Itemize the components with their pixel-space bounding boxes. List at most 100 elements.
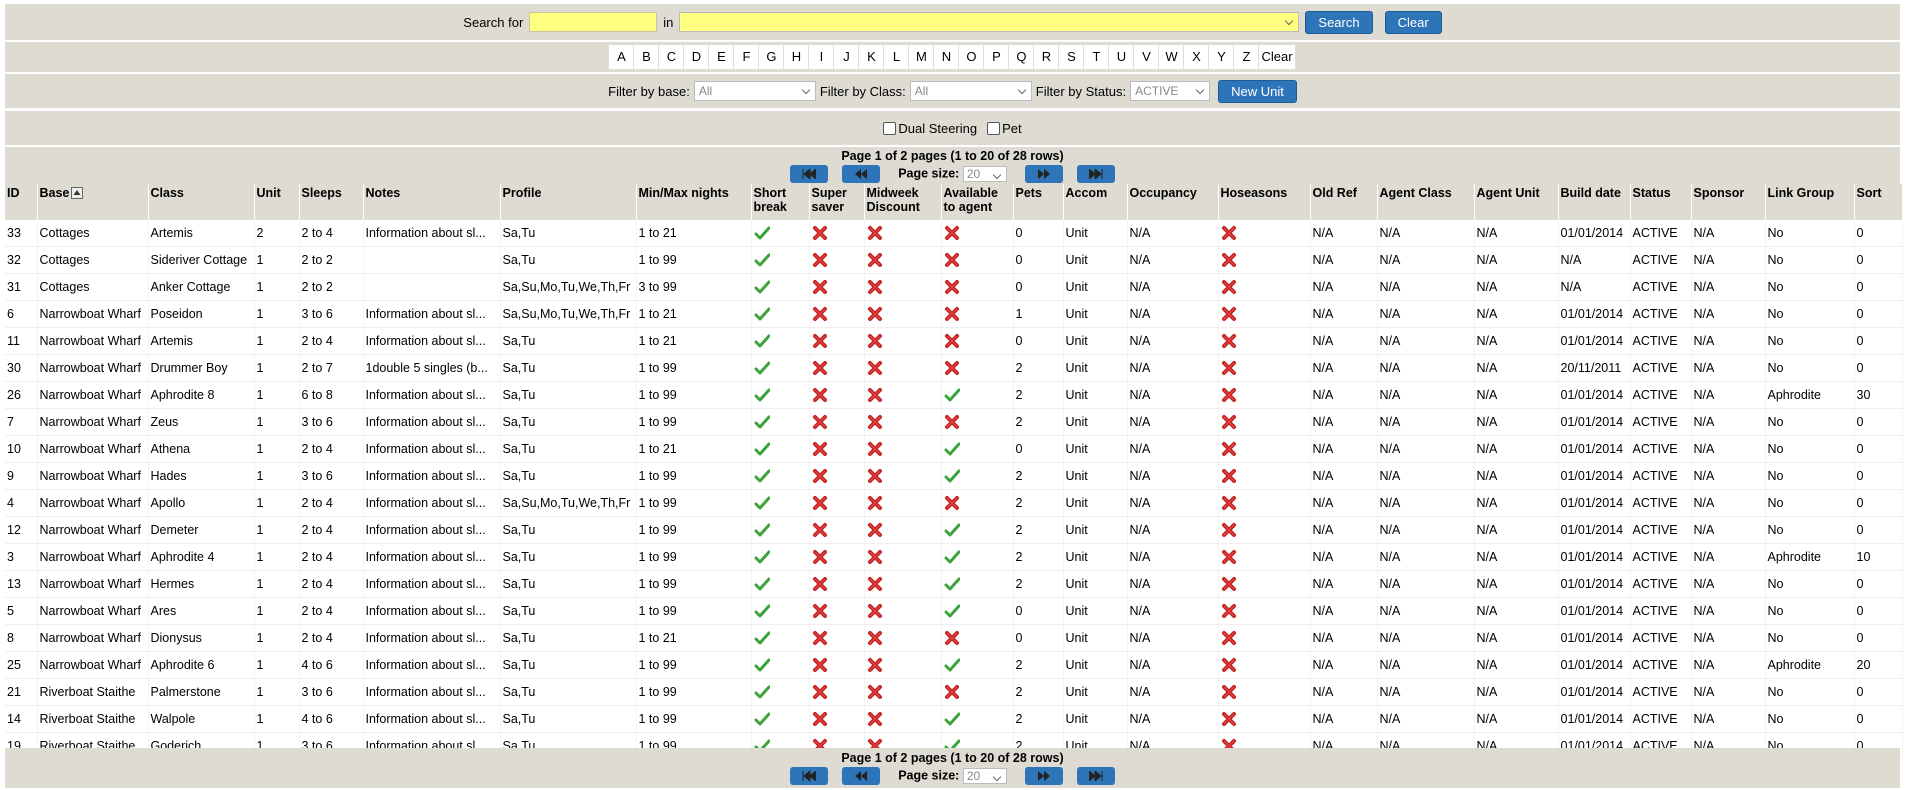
- status-select[interactable]: ACTIVE: [1130, 81, 1211, 101]
- letter-filter[interactable]: P: [983, 44, 1010, 70]
- table-row[interactable]: 7 Narrowboat Wharf Zeus 1 3 to 6 Information …: [5, 408, 1903, 436]
- header-text: Sleeps: [301, 186, 342, 200]
- last-page[interactable]: [1076, 164, 1115, 183]
- first-page[interactable]: [790, 164, 829, 183]
- letter-filter[interactable]: L: [883, 44, 910, 70]
- letter-filter[interactable]: Q: [1008, 44, 1035, 70]
- table-cell: 2 to 4: [299, 570, 364, 598]
- checkbox-option[interactable]: Dual Steering: [883, 121, 977, 136]
- cell-text: N/A: [1693, 415, 1715, 429]
- field-select[interactable]: [679, 12, 1300, 32]
- letter-filter[interactable]: F: [733, 44, 760, 70]
- letter-filter[interactable]: Clear: [1258, 44, 1296, 70]
- table-row[interactable]: 13 Narrowboat Wharf Hermes 1 2 to 4 Informati…: [5, 570, 1903, 598]
- letter-filter[interactable]: A: [608, 44, 635, 70]
- letter-filter[interactable]: G: [758, 44, 785, 70]
- class-select[interactable]: All: [909, 81, 1032, 101]
- table-cell: N/A: [1310, 300, 1378, 328]
- next-page[interactable]: [1024, 767, 1063, 785]
- search-button[interactable]: Search: [1305, 10, 1373, 34]
- table-cell: Walpole: [148, 705, 255, 733]
- column-header[interactable]: Base: [37, 184, 149, 220]
- table-cell: 1 to 21: [636, 624, 752, 652]
- header-text: Status: [1632, 186, 1671, 200]
- cell-text: N/A: [1476, 226, 1498, 240]
- table-row[interactable]: 8 Narrowboat Wharf Dionysus 1 2 to 4 Informat…: [5, 624, 1903, 652]
- page-size-select[interactable]: 20: [962, 165, 1007, 182]
- letter-filter[interactable]: X: [1183, 44, 1210, 70]
- cell-text: N/A: [1693, 361, 1715, 375]
- prev-page[interactable]: [842, 767, 881, 785]
- cell-text: 0: [1015, 631, 1023, 645]
- table-row[interactable]: 11 Narrowboat Wharf Artemis 1 2 to 4 Informat…: [5, 327, 1903, 355]
- table-row[interactable]: 4 Narrowboat Wharf Apollo 1 2 to 4 Informatio…: [5, 489, 1903, 517]
- table-cell: No: [1765, 624, 1855, 652]
- table-row[interactable]: 6 Narrowboat Wharf Poseidon 1 3 to 6 Informat…: [5, 300, 1903, 328]
- search-input[interactable]: [529, 12, 658, 32]
- table-cell: [751, 300, 810, 328]
- table-cell: N/A: [1691, 705, 1766, 733]
- letter-filter[interactable]: N: [933, 44, 960, 70]
- letter-filter[interactable]: Z: [1233, 44, 1260, 70]
- letter-filter[interactable]: B: [633, 44, 660, 70]
- next-page[interactable]: [1024, 164, 1063, 183]
- cell-text: N/A: [1379, 280, 1401, 294]
- letter-filter[interactable]: U: [1108, 44, 1135, 70]
- letter-filter[interactable]: W: [1158, 44, 1185, 70]
- new-unit-button[interactable]: New Unit: [1218, 79, 1297, 103]
- cell-text: 2: [1015, 523, 1023, 537]
- clear-button[interactable]: Clear: [1384, 10, 1442, 34]
- table-row[interactable]: 26 Narrowboat Wharf Aphrodite 8 1 6 to 8 Info…: [5, 381, 1903, 409]
- table-cell: Sa,Tu: [500, 327, 637, 355]
- table-cell: [941, 489, 1014, 517]
- table-cell: [941, 462, 1014, 490]
- table-row[interactable]: 5 Narrowboat Wharf Ares 1 2 to 4 Information …: [5, 597, 1903, 625]
- first-page[interactable]: [790, 767, 829, 785]
- table-row[interactable]: 30 Narrowboat Wharf Drummer Boy 1 2 to 7 1dou…: [5, 354, 1903, 382]
- table-cell: 0: [1013, 597, 1064, 625]
- checkbox-option[interactable]: Pet: [987, 121, 1022, 136]
- letter-filter[interactable]: D: [683, 44, 710, 70]
- table-row[interactable]: 25 Narrowboat Wharf Aphrodite 6 1 4 to 6 Info…: [5, 651, 1903, 679]
- table-cell: [751, 462, 810, 490]
- letter-filter[interactable]: J: [833, 44, 860, 70]
- letter-filter[interactable]: K: [858, 44, 885, 70]
- cell-text: N/A: [1312, 685, 1334, 699]
- cell-text: ACTIVE: [1632, 496, 1678, 510]
- table-row[interactable]: 14 Riverboat Staithe Walpole 1 4 to 6 Informa…: [5, 705, 1903, 733]
- letter-filter[interactable]: I: [808, 44, 835, 70]
- table-row[interactable]: 21 Riverboat Staithe Palmerstone 1 3 to 6 Inf…: [5, 678, 1903, 706]
- letter-filter[interactable]: Y: [1208, 44, 1235, 70]
- table-cell: 2: [1013, 678, 1064, 706]
- sort-indicator[interactable]: [71, 187, 84, 199]
- cell-text: 2 to 2: [301, 253, 333, 267]
- table-cell: Zeus: [148, 408, 255, 436]
- table-row[interactable]: 3 Narrowboat Wharf Aphrodite 4 1 2 to 4 Infor…: [5, 543, 1903, 571]
- prev-page[interactable]: [842, 164, 881, 183]
- table-cell: Dionysus: [148, 624, 255, 652]
- letter-filter[interactable]: H: [783, 44, 810, 70]
- base-select[interactable]: All: [693, 81, 816, 101]
- table-row[interactable]: 31 Cottages Anker Cottage 1 2 to 2 Sa,Su,Mo,T…: [5, 273, 1903, 301]
- table-row[interactable]: 10 Narrowboat Wharf Athena 1 2 to 4 Informati…: [5, 435, 1903, 463]
- letter-filter[interactable]: V: [1133, 44, 1160, 70]
- letter-filter[interactable]: C: [658, 44, 685, 70]
- table-row[interactable]: 9 Narrowboat Wharf Hades 1 3 to 6 Information…: [5, 462, 1903, 490]
- letter-filter[interactable]: S: [1058, 44, 1085, 70]
- last-page[interactable]: [1076, 767, 1115, 785]
- cell-text: Sa,Tu: [502, 685, 536, 699]
- letter-filter[interactable]: O: [958, 44, 985, 70]
- letter-filter[interactable]: R: [1033, 44, 1060, 70]
- table-row[interactable]: 32 Cottages Sideriver Cottage 1 2 to 2 Sa,Tu 1…: [5, 246, 1903, 274]
- cell-text: Unit: [1065, 307, 1088, 321]
- table-cell: 2 to 4: [299, 435, 364, 463]
- checkbox[interactable]: [883, 121, 897, 135]
- letter-filter[interactable]: M: [908, 44, 935, 70]
- page-size-select[interactable]: 20: [962, 768, 1007, 784]
- table-row[interactable]: 12 Narrowboat Wharf Demeter 1 2 to 4 Informat…: [5, 516, 1903, 544]
- cell-text: No: [1767, 604, 1784, 618]
- letter-filter[interactable]: E: [708, 44, 735, 70]
- table-row[interactable]: 33 Cottages Artemis 2 2 to 4 Information abou…: [5, 220, 1903, 247]
- letter-filter[interactable]: T: [1083, 44, 1110, 70]
- checkbox[interactable]: [987, 121, 1001, 135]
